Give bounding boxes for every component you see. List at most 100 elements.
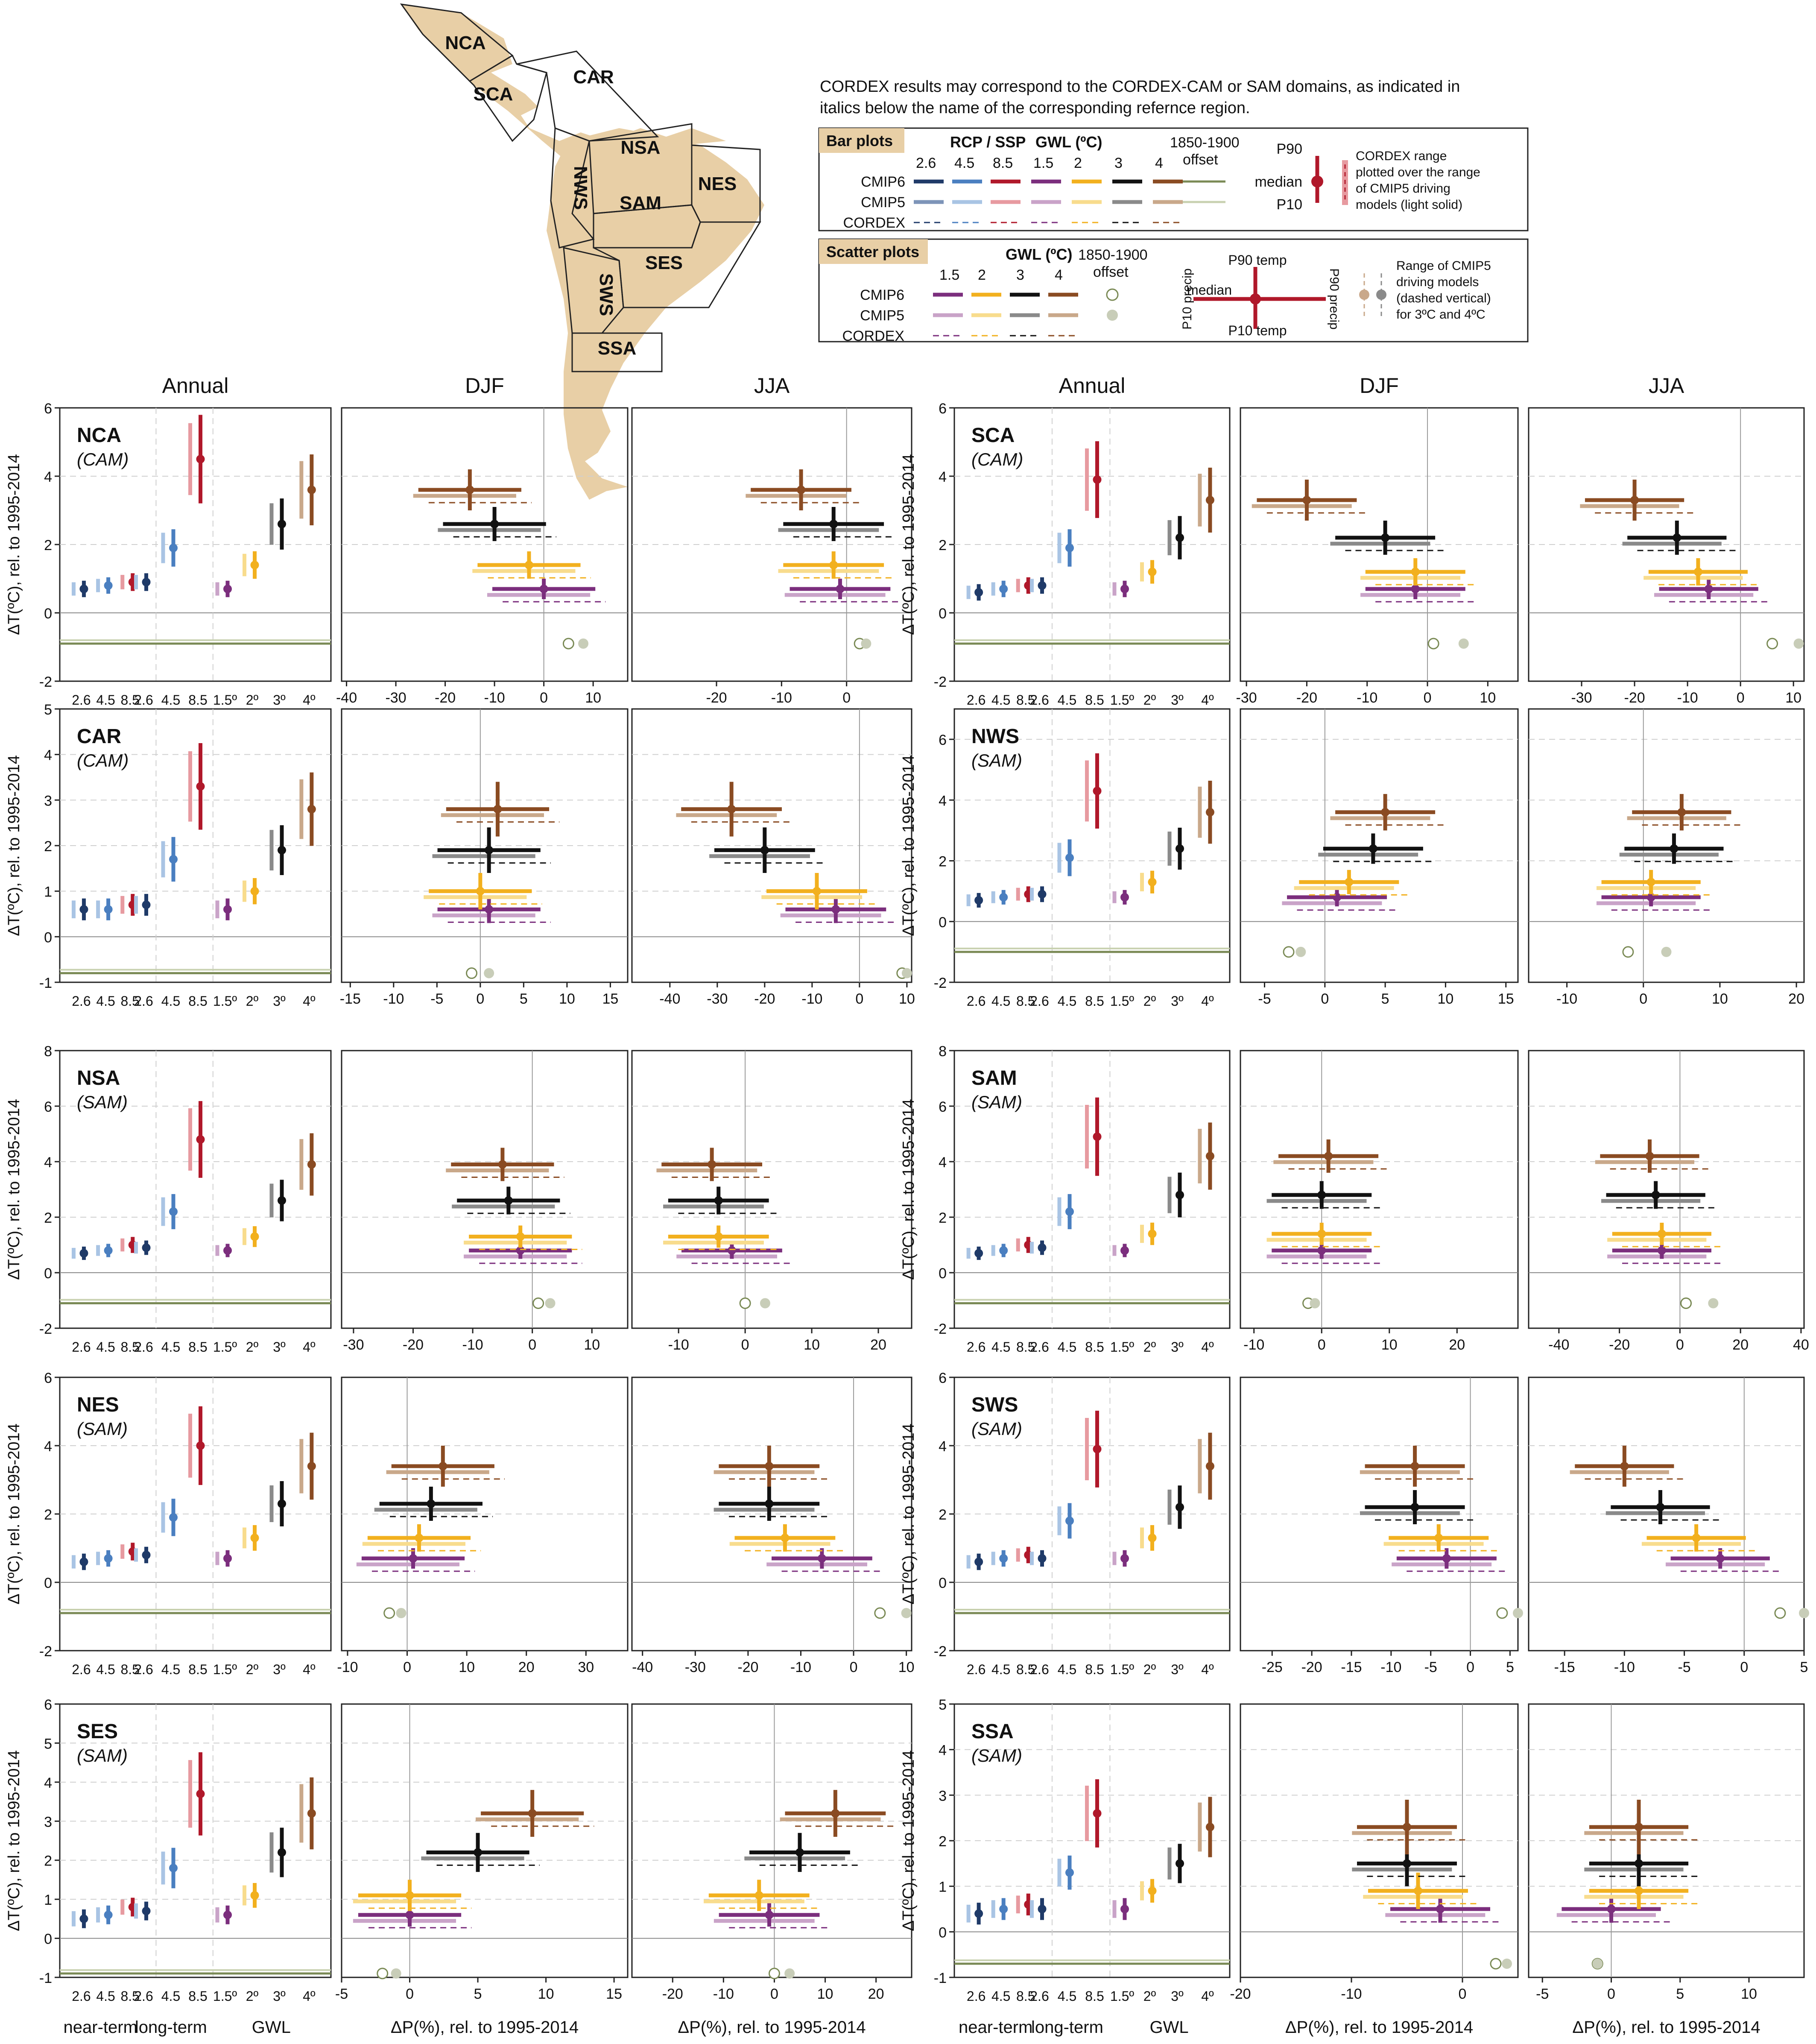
legend-scatter-box — [818, 238, 1529, 343]
bars-nws-xtick-6: 1.5º — [1110, 993, 1134, 1009]
jja-car-xtick-label: -10 — [801, 991, 822, 1007]
jja-ssa-xtick-label: 10 — [1741, 1986, 1757, 2002]
djf-car-black-median — [485, 846, 494, 855]
bars-sca-xtick-0: 2.6 — [967, 692, 985, 708]
legend-drive-dot1 — [1359, 290, 1369, 300]
djf-ssa-purple-median — [1436, 1905, 1445, 1913]
bars-nsa-long-2-median — [196, 1135, 205, 1144]
bars-ssa-xtick-6: 1.5º — [1110, 1988, 1134, 2004]
jja-sws-brown-median — [1620, 1462, 1629, 1470]
jja-sca-xtick-label: -20 — [1624, 690, 1645, 706]
bars-sws-ytick-label: 4 — [939, 1438, 947, 1455]
djf-nws-frame — [1240, 708, 1519, 983]
region-label-sam: SAM — [971, 1067, 1017, 1089]
jja-sam-offset-filled — [1708, 1298, 1719, 1309]
djf-sca-offset-filled — [1458, 638, 1469, 649]
jja-sam-xtick-label: -40 — [1548, 1337, 1569, 1353]
legend-scatter-tag-bg — [819, 239, 928, 264]
jja-ssa-purple-median — [1607, 1905, 1616, 1913]
bars-sam-gwl-3-median — [1205, 1152, 1214, 1160]
bars-sws-gwl-0-median — [1120, 1554, 1129, 1563]
domain-label-ses: (SAM) — [77, 1745, 128, 1766]
jja-nws-xtick-label: -10 — [1556, 991, 1577, 1007]
djf-nsa-xtick-label: -10 — [462, 1337, 483, 1353]
region-label-nws: NWS — [971, 725, 1019, 748]
djf-nws-gold-median — [1345, 878, 1354, 887]
bars-ses-ytick-label: 3 — [44, 1814, 52, 1830]
legend-p10-temp: P10 temp — [1228, 323, 1287, 338]
bars-ses-near-0-median — [79, 1914, 88, 1923]
bars-car-gwl-0-median — [223, 905, 232, 914]
bar-group-label-0-1: long-term — [135, 2018, 207, 2037]
bars-sws-xtick-5: 8.5 — [1085, 1662, 1104, 1677]
djf-sam-xtick-label: 0 — [1318, 1337, 1326, 1353]
bars-nca-gwl-1-median — [250, 561, 259, 569]
djf-sam-xtick-label: -10 — [1243, 1337, 1264, 1353]
jja-nes-black-median — [765, 1499, 774, 1508]
bars-nws-frame — [953, 708, 1231, 983]
jja-ses-xtick-label: 10 — [817, 1986, 833, 2002]
x-axis-label-0-1: ΔP(%), rel. to 1995-2014 — [391, 2018, 579, 2037]
bars-ses-long-0-median — [142, 1906, 151, 1915]
bars-sam-near-0-median — [974, 1249, 983, 1258]
bars-ses-xtick-9: 4º — [303, 1988, 316, 2004]
jja-nws-offset-open — [1622, 946, 1634, 958]
jja-sam-frame — [1528, 1050, 1805, 1329]
bars-ssa-xtick-2: 8.5 — [1016, 1988, 1035, 2004]
jja-nca-xtick-label: -10 — [771, 690, 792, 706]
legend-sc-median: median — [1187, 282, 1232, 298]
djf-sws-xtick-label: -5 — [1424, 1659, 1437, 1675]
bars-sam-ytick-label: -2 — [934, 1321, 947, 1337]
bars-sca-long-0-median — [1038, 581, 1047, 590]
bars-nca-ytick-label: -2 — [39, 674, 52, 690]
bars-nsa-near-0-median — [79, 1249, 88, 1258]
bars-nca-xtick-0: 2.6 — [72, 692, 91, 708]
legend-cordex-text-3: models (light solid) — [1356, 198, 1462, 212]
djf-nws-xtick-label: 5 — [1381, 991, 1389, 1007]
bars-car-xtick-4: 4.5 — [161, 993, 180, 1009]
djf-sca-brown-median — [1302, 496, 1311, 504]
region-label-sca: SCA — [971, 424, 1015, 447]
djf-ses-offset-open — [377, 1968, 389, 1980]
bars-ssa-gwl-0-median — [1120, 1905, 1129, 1913]
bars-sca-xtick-2: 8.5 — [1016, 692, 1035, 708]
legend-p10: P10 — [1277, 196, 1303, 213]
bars-ssa-gwl-2-median — [1176, 1859, 1184, 1868]
djf-nca-xtick-label: -30 — [385, 690, 406, 706]
legend-rcp-ssp-title: RCP / SSP — [950, 133, 1026, 151]
djf-nca-xtick-label: 0 — [540, 690, 548, 706]
djf-sca-purple-median — [1411, 585, 1420, 593]
y-axis-label-sws: ΔT(ºC), rel. to 1995-2014 — [900, 1423, 918, 1605]
bars-nca-xtick-4: 4.5 — [161, 692, 180, 708]
bars-sca-ytick-label: -2 — [934, 674, 947, 690]
bars-ses-xtick-2: 8.5 — [121, 1988, 140, 2004]
bars-nsa-ytick-label: -2 — [39, 1321, 52, 1337]
bars-ses-ytick-label: 2 — [44, 1853, 52, 1869]
bars-nsa-xtick-5: 8.5 — [188, 1339, 207, 1355]
djf-nsa-gold-median — [516, 1232, 525, 1241]
djf-nca-gold-median — [524, 561, 533, 569]
djf-car-xtick-label: -15 — [340, 991, 361, 1007]
bars-nws-ytick-label: 6 — [939, 732, 947, 748]
bars-nes-near-0-median — [79, 1558, 88, 1566]
column-header-2: JJA — [754, 374, 790, 398]
bars-sca-xtick-1: 4.5 — [991, 692, 1010, 708]
legend-sc-cross-median — [1250, 293, 1261, 305]
bars-ses-xtick-4: 4.5 — [161, 1988, 180, 2004]
legend-drive-text-1: driving models — [1396, 275, 1479, 289]
djf-ses-xtick-label: 15 — [606, 1986, 622, 2002]
y-axis-label-ses: ΔT(ºC), rel. to 1995-2014 — [5, 1750, 23, 1931]
y-axis-label-nca: ΔT(ºC), rel. to 1995-2014 — [5, 454, 23, 635]
bars-ssa-near-1-median — [999, 1905, 1008, 1913]
jja-ses-frame — [631, 1703, 912, 1978]
bars-car-ytick-label: 2 — [44, 838, 52, 855]
djf-sam-brown-median — [1324, 1152, 1333, 1160]
bars-ses-frame — [59, 1703, 332, 1978]
bars-ssa-long-0-median — [1038, 1905, 1047, 1913]
y-axis-label-sca: ΔT(ºC), rel. to 1995-2014 — [900, 454, 918, 635]
jja-sca-xtick-label: 10 — [1785, 690, 1801, 706]
djf-car-offset-filled — [484, 968, 494, 978]
bars-ses-xtick-6: 1.5º — [213, 1988, 237, 2004]
